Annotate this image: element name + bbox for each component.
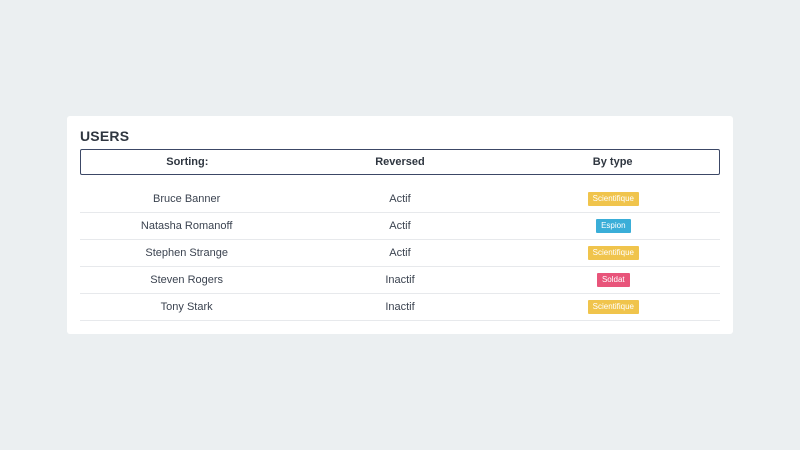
- sort-by-type-header[interactable]: By type: [592, 156, 633, 168]
- user-status: Inactif: [385, 274, 415, 286]
- type-badge: Soldat: [596, 273, 630, 287]
- user-type-cell: Scientifique: [507, 246, 720, 260]
- table-row: Stephen Strange Actif Scientifique: [80, 240, 720, 267]
- user-status: Actif: [389, 247, 411, 259]
- user-name: Steven Rogers: [150, 274, 224, 286]
- sort-reversed-header[interactable]: Reversed: [375, 156, 425, 168]
- user-type-cell: Scientifique: [507, 300, 720, 314]
- user-name: Natasha Romanoff: [140, 220, 233, 232]
- user-name: Tony Stark: [160, 301, 213, 313]
- sort-sorting-header[interactable]: Sorting:: [166, 156, 209, 168]
- sort-header: Sorting: Reversed By type: [80, 149, 720, 175]
- users-card: USERS Sorting: Reversed By type Bruce Ba…: [67, 116, 733, 334]
- type-badge: Scientifique: [587, 192, 639, 206]
- user-status: Actif: [389, 193, 411, 205]
- table-row: Natasha Romanoff Actif Espion: [80, 213, 720, 240]
- type-badge: Espion: [596, 219, 631, 233]
- users-table: Bruce Banner Actif Scientifique Natasha …: [80, 186, 720, 321]
- user-type-cell: Soldat: [507, 273, 720, 287]
- user-type-cell: Espion: [507, 219, 720, 233]
- user-status: Actif: [389, 220, 411, 232]
- type-badge: Scientifique: [587, 300, 639, 314]
- card-title: USERS: [80, 128, 130, 144]
- table-row: Steven Rogers Inactif Soldat: [80, 267, 720, 294]
- user-name: Bruce Banner: [153, 193, 221, 205]
- table-row: Tony Stark Inactif Scientifique: [80, 294, 720, 321]
- user-type-cell: Scientifique: [507, 192, 720, 206]
- user-status: Inactif: [385, 301, 415, 313]
- type-badge: Scientifique: [587, 246, 639, 260]
- table-row: Bruce Banner Actif Scientifique: [80, 186, 720, 213]
- user-name: Stephen Strange: [145, 247, 228, 259]
